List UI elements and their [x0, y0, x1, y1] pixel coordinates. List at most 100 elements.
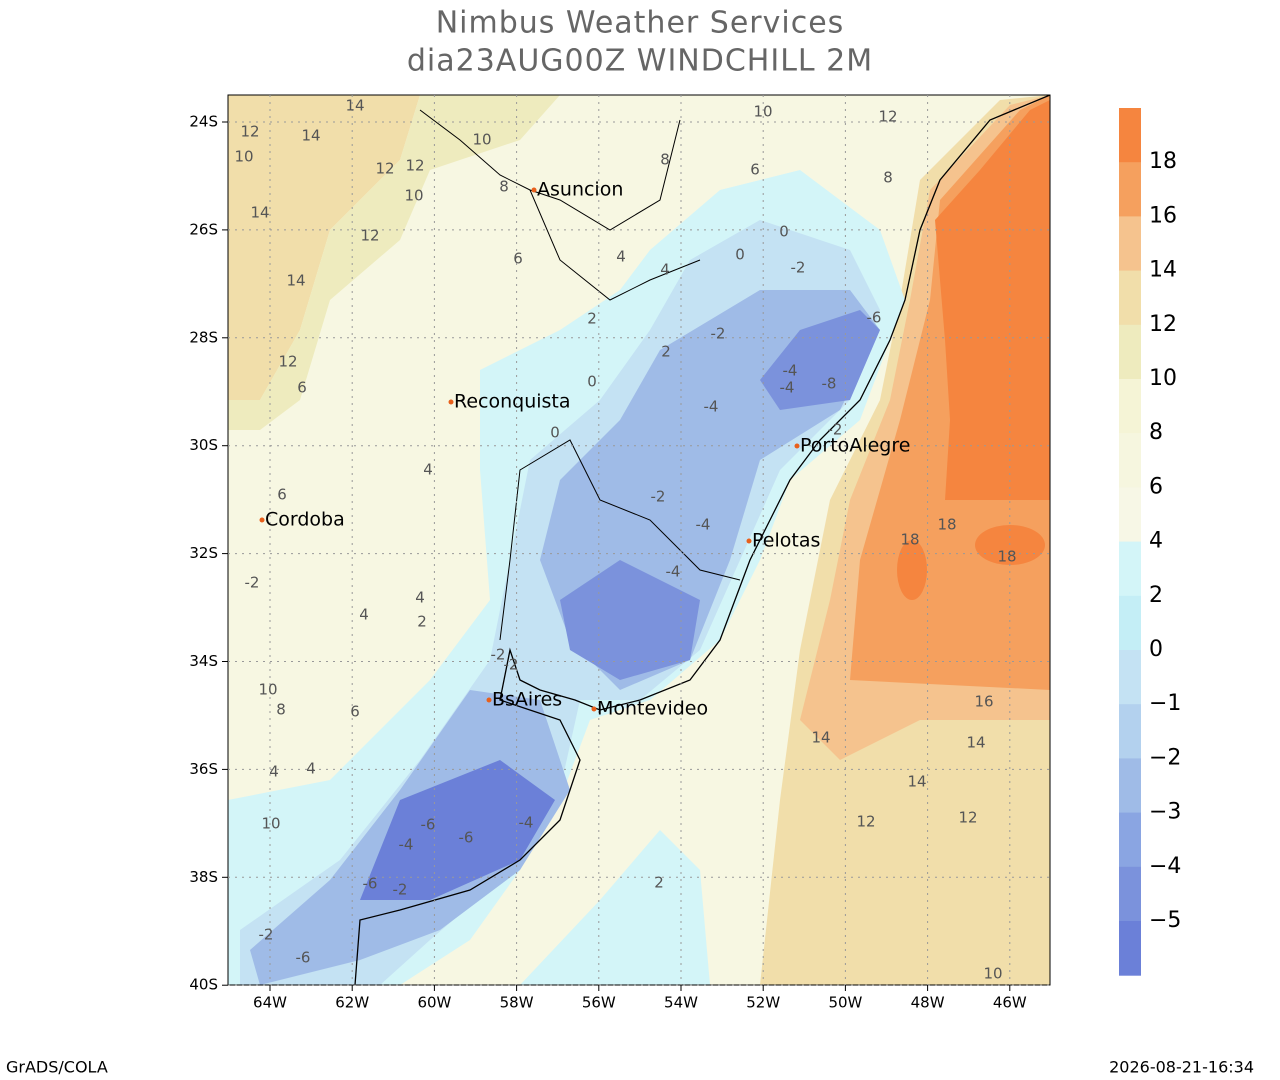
contour-label: 6 [277, 486, 287, 504]
contour-label: 12 [856, 813, 875, 831]
contour-label: 4 [423, 461, 433, 479]
contour-label: -4 [399, 836, 414, 854]
contour-label: 10 [404, 187, 423, 205]
lon-label: 56W [582, 994, 616, 1012]
contour-label: 0 [779, 223, 789, 241]
lat-label: 34S [189, 652, 218, 670]
lon-label: 52W [746, 994, 780, 1012]
city-label: Cordoba [265, 509, 345, 531]
contour-label: -4 [780, 379, 795, 397]
contour-label: 2 [587, 310, 597, 328]
colorbar-box [1119, 921, 1141, 976]
lon-label: 54W [664, 994, 698, 1012]
contour-label: 4 [306, 760, 316, 778]
footer-left: GrADS/COLA [6, 1058, 108, 1077]
contour-label: -2 [791, 259, 806, 277]
contour-label: -2 [651, 488, 666, 506]
lon-label: 46W [993, 994, 1027, 1012]
contour-label: 12 [405, 157, 424, 175]
city-marker [591, 706, 597, 712]
contour-label: 12 [278, 353, 297, 371]
colorbar-box [1119, 162, 1141, 217]
lat-label: 30S [189, 436, 218, 454]
colorbar-box [1119, 704, 1141, 759]
contour-label: 12 [240, 123, 259, 141]
contour-label: 16 [974, 693, 993, 711]
contour-label: -6 [296, 949, 311, 967]
colorbar-box [1119, 487, 1141, 543]
lon-label: 48W [911, 994, 945, 1012]
contour-label: 8 [276, 701, 286, 719]
colorbar-label: −4 [1149, 854, 1181, 879]
contour-label: 14 [907, 773, 926, 791]
contour-label: 12 [360, 227, 379, 245]
contour-label: 4 [359, 606, 369, 624]
colorbar-box [1119, 324, 1141, 380]
contour-label: 10 [258, 681, 277, 699]
contour-label: 8 [499, 178, 509, 196]
colorbar-label: 18 [1149, 149, 1177, 174]
city-label: Reconquista [454, 391, 571, 413]
colorbar-box [1119, 758, 1141, 814]
contour-label: 6 [513, 250, 523, 268]
colorbar-label: −3 [1149, 800, 1181, 825]
colorbar-label: −2 [1149, 745, 1181, 770]
contour-label: 10 [261, 815, 280, 833]
contour-label: -6 [363, 875, 378, 893]
colorbar-label: 12 [1149, 312, 1177, 337]
city-marker [746, 538, 752, 544]
city-marker [259, 517, 265, 523]
lat-label: 32S [189, 544, 218, 562]
city-label: PortoAlegre [800, 435, 910, 457]
contour-label: 4 [269, 763, 279, 781]
contour-label: -4 [666, 563, 681, 581]
contour-label: 14 [250, 204, 269, 222]
city-marker [448, 399, 454, 405]
colorbar-label: 4 [1149, 529, 1163, 554]
contour-label: -2 [491, 646, 506, 664]
contour-label: -8 [822, 375, 837, 393]
colorbar-box [1119, 270, 1141, 326]
contour-label: -2 [828, 421, 843, 439]
colorbar-label: 6 [1149, 474, 1163, 499]
lon-label: 50W [828, 994, 862, 1012]
colorbar-box [1119, 866, 1141, 922]
contour-label: 14 [966, 734, 985, 752]
contour-label: 14 [286, 272, 305, 290]
colorbar-box [1119, 595, 1141, 651]
contour-label: 12 [878, 108, 897, 126]
city-label: BsAires [492, 689, 562, 711]
title: Nimbus Weather Services [436, 6, 845, 41]
contour-label: -6 [867, 309, 882, 327]
contour-label: 14 [301, 127, 320, 145]
lat-label: 26S [189, 220, 218, 238]
lat-label: 36S [189, 760, 218, 778]
city-marker [486, 697, 492, 703]
contour-label: 0 [735, 246, 745, 264]
contour-label: 14 [811, 729, 830, 747]
colorbar-box [1119, 541, 1141, 597]
contour-label: -2 [259, 926, 274, 944]
contour-label: 10 [753, 103, 772, 121]
lat-label: 40S [189, 976, 218, 994]
lat-label: 28S [189, 328, 218, 346]
contour-label: -4 [519, 814, 534, 832]
contour-label: 12 [375, 160, 394, 178]
contour-label: -6 [421, 816, 436, 834]
contour-label: 0 [587, 373, 597, 391]
lat-label: 38S [189, 868, 218, 886]
contour-label: 18 [900, 531, 919, 549]
contour-label: 10 [472, 131, 491, 149]
colorbar-label: 2 [1149, 583, 1163, 608]
contour-label: 4 [660, 261, 670, 279]
contour-label: 2 [661, 343, 671, 361]
contour-label: 4 [415, 589, 425, 607]
lon-label: 62W [335, 994, 369, 1012]
footer-right: 2026-08-21-16:34 [1109, 1058, 1254, 1077]
colorbar-box [1119, 216, 1141, 272]
contour-label: 2 [417, 613, 427, 631]
map-frame [227, 94, 1051, 986]
colorbar-box [1119, 379, 1141, 434]
colorbar-label: −1 [1149, 691, 1181, 716]
lon-label: 60W [417, 994, 451, 1012]
